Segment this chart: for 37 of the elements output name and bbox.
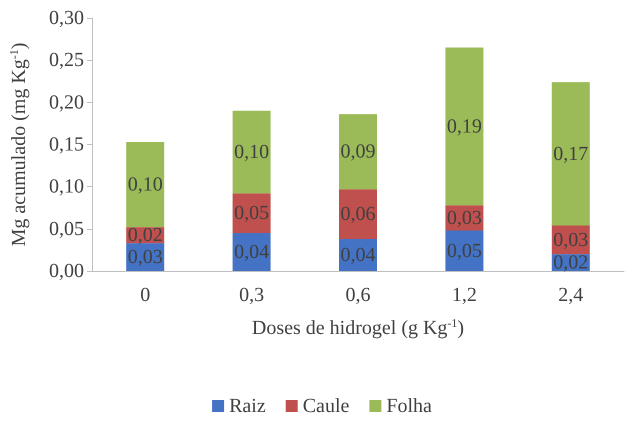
y-tick-label: 0,05 bbox=[49, 218, 84, 240]
legend-label: Folha bbox=[386, 395, 432, 417]
data-label: 0,02 bbox=[128, 224, 163, 246]
data-label: 0,04 bbox=[340, 244, 376, 266]
bar bbox=[552, 82, 590, 226]
data-label: 0,09 bbox=[340, 140, 376, 163]
data-label: 0,02 bbox=[553, 252, 588, 274]
bar bbox=[232, 110, 271, 194]
bar bbox=[126, 142, 164, 228]
bar bbox=[339, 114, 377, 190]
x-tick-label: 1,2 bbox=[452, 284, 477, 306]
legend-label: Raiz bbox=[229, 395, 266, 417]
x-tick-label: 0,6 bbox=[346, 284, 370, 306]
data-label: 0,03 bbox=[553, 228, 588, 251]
data-label: 0,05 bbox=[446, 240, 482, 262]
x-tick-label: 0,3 bbox=[239, 284, 264, 306]
data-label: 0,17 bbox=[553, 142, 588, 165]
y-tick-label: 0,25 bbox=[49, 49, 84, 72]
data-label: 0,05 bbox=[234, 202, 270, 224]
data-label: 0,03 bbox=[446, 206, 482, 229]
x-tick-label: 0 bbox=[140, 284, 150, 306]
bar bbox=[445, 48, 484, 206]
y-tick-label: 0,10 bbox=[49, 176, 84, 198]
bar bbox=[339, 189, 377, 239]
data-label: 0,03 bbox=[128, 246, 163, 268]
data-label: 0,19 bbox=[446, 115, 482, 138]
x-tick-label: 2,4 bbox=[558, 284, 584, 306]
y-tick-label: 0,20 bbox=[49, 91, 84, 114]
legend-label: Caule bbox=[302, 395, 350, 417]
y-tick-label: 0,30 bbox=[49, 7, 84, 29]
data-label: 0,04 bbox=[234, 241, 270, 264]
data-label: 0,10 bbox=[234, 141, 270, 164]
y-axis-title: Mg acumulado (mg Kg-1) bbox=[7, 42, 30, 246]
y-tick-label: 0,15 bbox=[49, 134, 84, 156]
y-tick-label: 0,00 bbox=[49, 260, 84, 282]
data-label: 0,10 bbox=[128, 174, 163, 196]
data-label: 0,06 bbox=[340, 203, 376, 226]
